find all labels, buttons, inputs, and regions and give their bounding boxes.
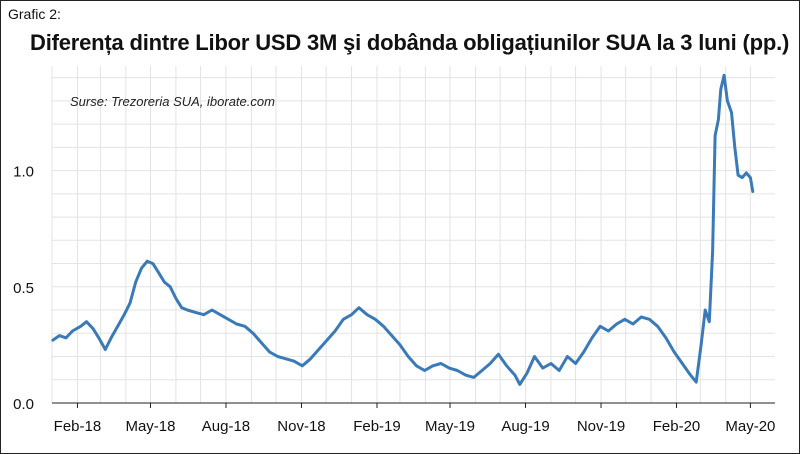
x-tick-label: May-20 xyxy=(725,418,775,435)
x-tick-label: Nov-18 xyxy=(277,418,325,435)
series-line xyxy=(51,73,755,386)
y-tick-label: 0.5 xyxy=(13,280,34,297)
grid-layer xyxy=(51,66,775,403)
y-tick-label: 0.0 xyxy=(13,396,34,413)
x-tick-label: Feb-18 xyxy=(54,418,102,435)
chart-title: Diferența dintre Libor USD 3M şi dobânda… xyxy=(30,30,790,55)
x-tick-label: May-18 xyxy=(125,418,175,435)
tick-layer: Feb-18 May-18 Aug-18 Nov-18 Feb-19 May-19 Aug-… xyxy=(13,164,775,435)
x-tick-label: Aug-18 xyxy=(202,418,250,435)
chart-label: Grafic 2: xyxy=(8,6,61,22)
x-tick-label: May-19 xyxy=(425,418,475,435)
x-tick-label: Aug-19 xyxy=(501,418,549,435)
y-tick-label: 1.0 xyxy=(13,164,34,181)
source-note: Surse: Trezoreria SUA, iborate.com xyxy=(70,94,275,109)
x-tick-label: Feb-19 xyxy=(353,418,401,435)
x-tick-label: Nov-19 xyxy=(577,418,625,435)
x-tick-label: Feb-20 xyxy=(653,418,701,435)
